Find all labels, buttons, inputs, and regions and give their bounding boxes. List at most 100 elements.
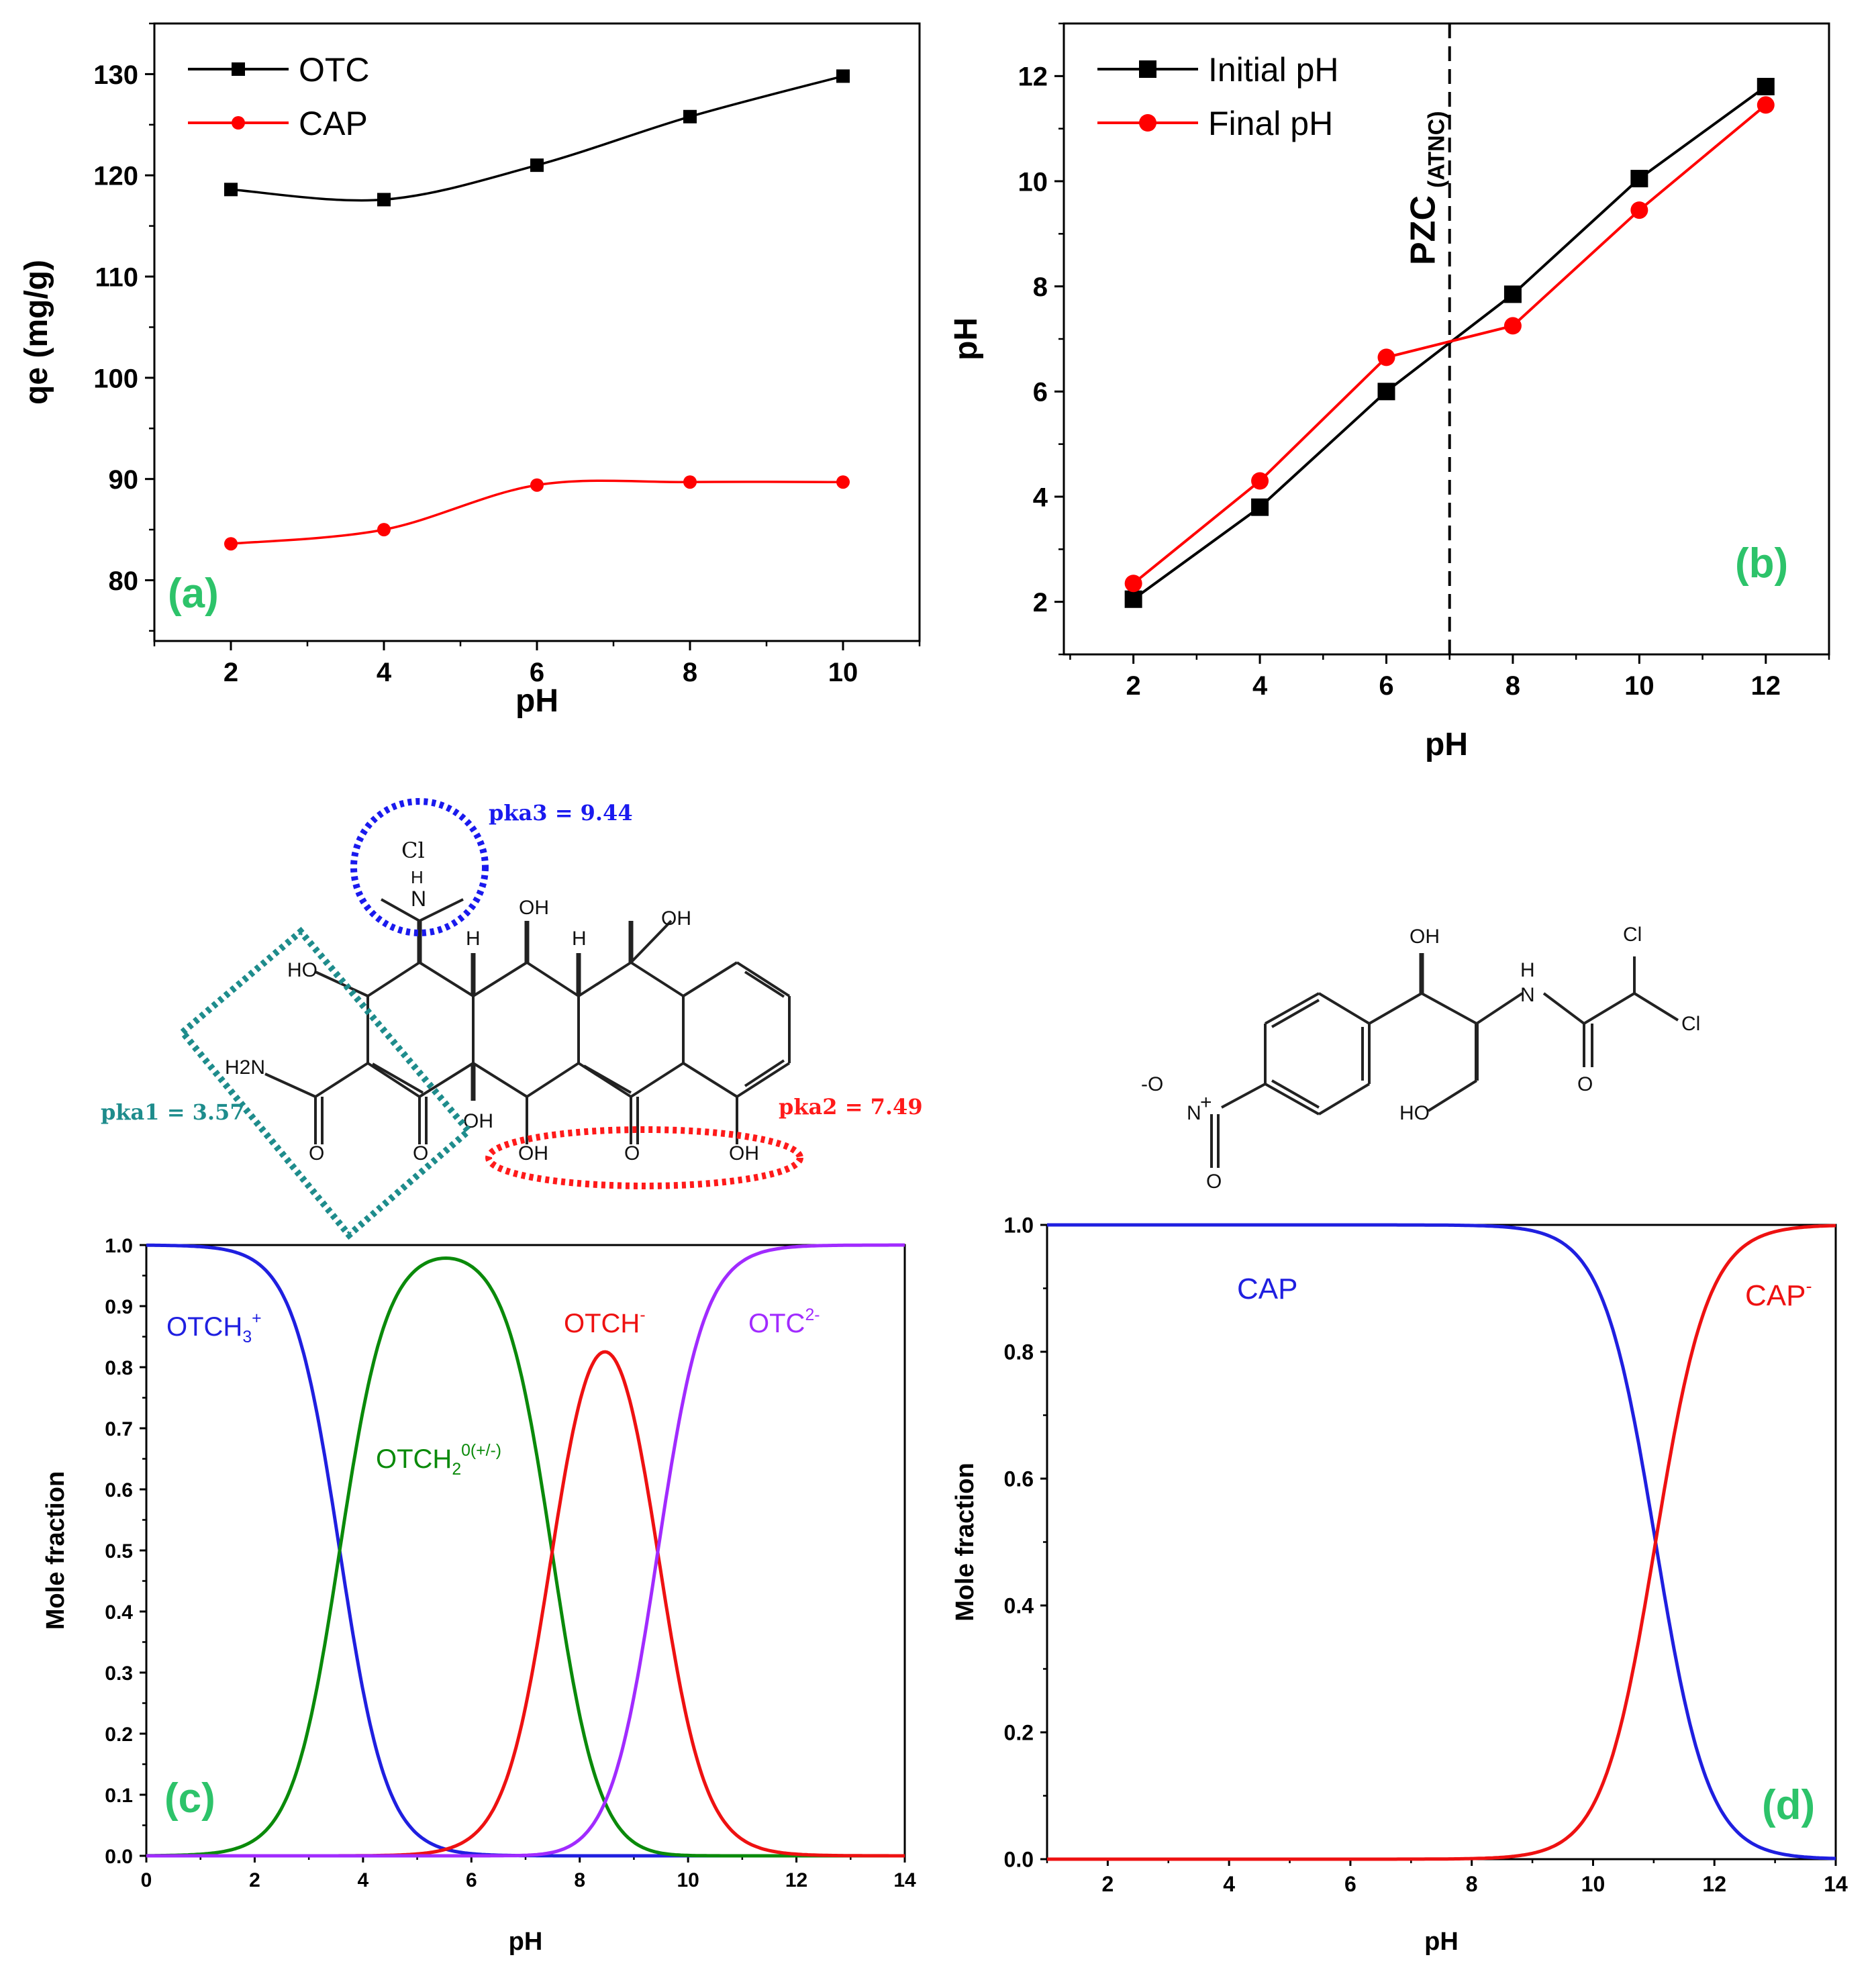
legend-label: Initial pH	[1208, 51, 1339, 89]
y-tick-label: 100	[93, 364, 138, 393]
bond	[630, 920, 673, 964]
y-tick-label: 0.0	[1004, 1848, 1034, 1872]
bond	[472, 1062, 528, 1098]
x-axis-label: pH	[1424, 1928, 1459, 1956]
y-axis-label: pH	[948, 317, 984, 360]
x-tick-label: 8	[574, 1869, 585, 1891]
bond	[577, 961, 632, 997]
data-point	[1503, 317, 1522, 335]
bond	[1271, 999, 1320, 1028]
data-point	[836, 475, 850, 489]
legend-label: Final pH	[1208, 105, 1333, 142]
atom-label: H	[466, 928, 481, 950]
y-tick-label: 0.4	[1004, 1594, 1034, 1618]
data-point	[836, 69, 850, 83]
x-tick-label: 8	[683, 658, 697, 687]
data-point	[224, 183, 238, 197]
x-tick-label: 12	[1702, 1872, 1726, 1896]
pka2-label: pka2 = 7.49	[779, 1094, 923, 1120]
bond	[1265, 1083, 1320, 1116]
x-tick-label: 2	[249, 1869, 260, 1891]
bond	[1318, 1083, 1371, 1116]
atom-label: H2N	[225, 1056, 265, 1079]
atom-label: OH	[729, 1142, 759, 1165]
data-point	[1124, 590, 1142, 608]
pzc-text: PZC	[1404, 195, 1443, 265]
x-tick-label: 6	[1379, 671, 1393, 701]
y-tick-label: 110	[95, 262, 138, 292]
atom-label: H	[411, 867, 424, 887]
pka3-highlight	[350, 798, 489, 936]
data-point	[232, 116, 245, 130]
atom-label: H	[1520, 959, 1535, 981]
species-label: OTCH3+	[166, 1309, 262, 1346]
pka1-highlight	[178, 926, 473, 1240]
species-label: OTC2-	[748, 1306, 820, 1338]
bond	[1542, 992, 1585, 1025]
species-curve	[1047, 1223, 1836, 1861]
chart-panel-d: 2 4 6 8 10 12 14 0.0 0.2 0.4 0.6 0.8 1.0 pH Mole fract…	[951, 1213, 1848, 1956]
pka2-highlight	[485, 1126, 803, 1189]
y-tick-label: 8	[1033, 272, 1048, 302]
bond	[1421, 992, 1477, 1025]
bond	[381, 898, 420, 922]
x-tick-label: 4	[377, 658, 392, 687]
bond	[682, 961, 738, 997]
legend-label: CAP	[299, 105, 368, 142]
species-label: OTCH20(+/-)	[376, 1442, 501, 1479]
y-tick-label: 0.4	[105, 1601, 133, 1624]
x-tick-label: 8	[1466, 1872, 1478, 1896]
bond	[1271, 1079, 1320, 1109]
atom-label: OH	[519, 897, 549, 919]
atom-label: Cl	[1623, 924, 1642, 946]
panel-label: (b)	[1735, 540, 1788, 587]
x-axis-label: pH	[1425, 727, 1468, 762]
chart-panel-b: 2 4 6 8 10 12 2 4 6 8 10 12 pH pH (b) PZC (ATNC) Initial …	[948, 22, 1830, 762]
y-tick-label: 6	[1033, 378, 1048, 407]
atom-label: HO	[1399, 1102, 1430, 1124]
bond	[526, 961, 580, 997]
x-tick-label: 8	[1505, 671, 1520, 701]
y-tick-label: 0.2	[105, 1724, 133, 1746]
atom-label: Cl	[1681, 1013, 1700, 1035]
bond	[736, 961, 791, 997]
bond	[630, 1062, 685, 1098]
y-tick-label: 1.0	[1004, 1213, 1034, 1238]
atom-label: +	[1200, 1091, 1212, 1113]
y-tick-label: 120	[93, 162, 138, 191]
bond	[1369, 992, 1422, 1025]
bond	[366, 1062, 421, 1098]
data-point	[1377, 348, 1395, 366]
y-tick-label: 1.0	[105, 1235, 133, 1257]
data-point	[1139, 114, 1156, 132]
bond	[630, 961, 685, 997]
x-tick-label: 14	[1824, 1872, 1848, 1896]
y-axis-label: qe (mg/g)	[19, 260, 54, 405]
bond	[315, 971, 368, 997]
chart-panel-c: 0 2 4 6 8 10 12 14 0.0 0.1 0.2 0.3 0.4 0.5 0.6 0.7 0.8 0.…	[42, 1235, 916, 1956]
plot-frame-a	[153, 22, 921, 642]
y-tick-label: 90	[109, 465, 139, 495]
data-point	[1630, 170, 1648, 188]
y-tick-label: 0.6	[105, 1479, 133, 1501]
bond	[526, 1062, 580, 1098]
bond	[419, 898, 464, 922]
panel-label: (a)	[168, 571, 219, 617]
bond	[1583, 992, 1636, 1025]
bond	[1427, 1079, 1478, 1112]
y-tick-label: 0.3	[105, 1663, 133, 1685]
pka1-label: pka1 = 3.57	[101, 1099, 245, 1125]
bond	[744, 1059, 785, 1087]
y-tick-label: 0.1	[105, 1785, 133, 1807]
atom-label: N	[1520, 984, 1535, 1006]
y-tick-label: 2	[1033, 588, 1048, 617]
data-point	[377, 523, 391, 537]
x-tick-label: 2	[224, 658, 238, 687]
data-point	[1124, 575, 1142, 593]
bond	[1318, 992, 1371, 1025]
y-tick-label: 0.5	[105, 1540, 133, 1563]
y-tick-label: 130	[93, 60, 138, 90]
